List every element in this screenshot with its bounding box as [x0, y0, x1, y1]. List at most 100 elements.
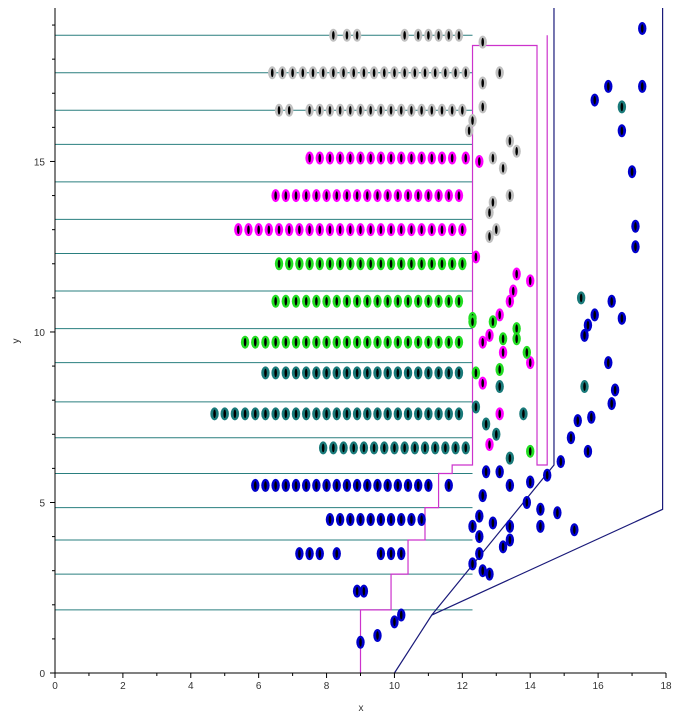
point-magenta-20	[301, 189, 311, 203]
point-core	[406, 191, 410, 200]
point-core	[474, 368, 478, 378]
point-blue-38	[356, 635, 365, 649]
point-core	[338, 153, 342, 163]
point-blue-77	[631, 240, 640, 254]
point-core	[481, 378, 485, 388]
point-core	[328, 515, 332, 524]
point-core	[399, 610, 403, 620]
point-gray-7	[444, 28, 453, 42]
point-green-8	[356, 257, 365, 271]
point-blue-47	[542, 468, 552, 482]
point-blue-41	[397, 608, 406, 622]
point-blue-64	[556, 455, 565, 469]
point-blue-21	[346, 513, 355, 527]
point-core	[423, 68, 427, 78]
point-blue-56	[570, 523, 579, 537]
x-axis-label: x	[359, 703, 364, 713]
point-core	[484, 419, 488, 429]
point-gray-28	[451, 66, 460, 80]
point-core	[338, 225, 342, 234]
point-magenta-45	[325, 223, 335, 237]
point-core	[447, 409, 451, 419]
point-core	[450, 153, 454, 163]
navy-boundary-outer	[431, 8, 664, 616]
point-core	[586, 320, 590, 330]
point-core	[389, 106, 393, 115]
point-core	[264, 368, 267, 378]
point-core	[416, 30, 420, 40]
point-core	[403, 68, 406, 78]
point-core	[610, 296, 613, 306]
point-core	[430, 225, 434, 234]
point-teal-17	[434, 366, 443, 380]
point-magenta-4	[346, 151, 355, 165]
point-gray-45	[417, 103, 426, 117]
point-core	[376, 481, 379, 490]
point-core	[335, 481, 339, 490]
point-magenta-65	[485, 328, 494, 342]
point-core	[338, 515, 342, 524]
point-core	[308, 106, 311, 115]
point-core	[325, 191, 328, 200]
point-core	[335, 296, 339, 306]
point-core	[315, 368, 318, 378]
point-gray-5	[424, 28, 433, 42]
point-magenta-59	[471, 250, 481, 264]
point-magenta-46	[335, 223, 345, 237]
point-magenta-42	[295, 223, 304, 237]
point-gray-41	[376, 103, 386, 117]
point-teal-14	[403, 366, 413, 380]
point-blue-12	[373, 478, 382, 492]
point-green-67	[471, 366, 481, 380]
point-core	[491, 518, 495, 528]
point-blue-24	[376, 513, 386, 527]
point-green-39	[488, 315, 498, 329]
point-core	[634, 221, 637, 231]
point-core	[440, 225, 444, 234]
point-core	[274, 409, 277, 419]
point-magenta-10	[407, 151, 416, 165]
point-core	[501, 348, 505, 357]
point-teal-65	[505, 451, 515, 465]
point-core	[332, 443, 335, 453]
point-teal-21	[220, 407, 229, 421]
point-magenta-61	[526, 274, 535, 288]
point-teal-4	[301, 366, 311, 380]
point-blue-57	[468, 557, 477, 571]
point-core	[576, 416, 580, 425]
point-magenta-12	[427, 151, 436, 165]
point-core	[528, 358, 532, 367]
point-teal-32	[332, 407, 341, 421]
point-blue-79	[627, 165, 637, 179]
point-magenta-58	[458, 223, 467, 237]
point-core	[294, 296, 298, 306]
point-core	[345, 481, 349, 490]
point-green-16	[437, 257, 447, 271]
point-core	[399, 259, 403, 269]
point-core	[457, 30, 461, 40]
point-gray-40	[366, 103, 375, 117]
point-gray-32	[274, 103, 284, 117]
point-core	[488, 232, 491, 241]
point-gray-2	[352, 28, 362, 42]
point-core	[491, 153, 495, 163]
point-magenta-69	[478, 376, 487, 390]
point-green-57	[414, 335, 423, 349]
point-green-1	[285, 257, 294, 271]
point-gray-30	[478, 76, 487, 90]
point-gray-24	[410, 66, 420, 80]
point-teal-41	[424, 407, 433, 421]
point-core	[457, 368, 461, 378]
point-magenta-1	[315, 151, 324, 165]
point-gray-42	[386, 103, 396, 117]
point-core	[440, 106, 444, 115]
point-core	[478, 532, 481, 541]
point-teal-62	[481, 417, 491, 431]
point-core	[545, 470, 549, 480]
point-gray-15	[318, 66, 328, 80]
point-green-64	[498, 332, 508, 346]
point-core	[379, 106, 383, 115]
point-core	[277, 225, 281, 234]
point-gray-50	[478, 100, 487, 114]
point-blue-55	[536, 519, 545, 533]
